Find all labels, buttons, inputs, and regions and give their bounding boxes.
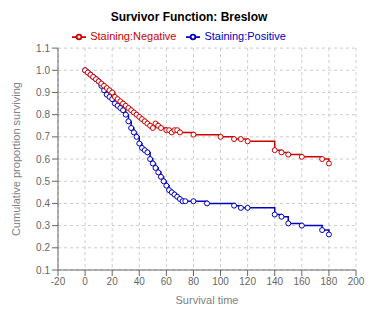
svg-text:0.6: 0.6 (36, 154, 50, 165)
svg-text:140: 140 (266, 276, 283, 287)
svg-text:0.9: 0.9 (36, 87, 50, 98)
svg-text:0.5: 0.5 (36, 176, 50, 187)
svg-text:0.1: 0.1 (36, 265, 50, 276)
svg-text:Survival time: Survival time (176, 294, 239, 306)
html-text:Survivor Function: Breslow: Survivor Function: Breslow (110, 10, 268, 24)
svg-text:0.4: 0.4 (36, 198, 50, 209)
svg-text:0.2: 0.2 (36, 242, 50, 253)
svg-text:120: 120 (239, 276, 256, 287)
svg-text:1.0: 1.0 (36, 65, 50, 76)
svg-text:200: 200 (348, 276, 365, 287)
svg-text:-20: -20 (51, 276, 66, 287)
html-text:Staining:Positive: Staining:Positive (204, 30, 286, 42)
svg-text:Cumulative proportion survivin: Cumulative proportion surviving (10, 82, 22, 236)
svg-text:180: 180 (321, 276, 338, 287)
html-text:Staining:Negative: Staining:Negative (90, 30, 177, 42)
svg-text:0: 0 (82, 276, 88, 287)
svg-text:60: 60 (161, 276, 173, 287)
svg-text:0.7: 0.7 (36, 131, 50, 142)
svg-text:0.3: 0.3 (36, 220, 50, 231)
svg-text:160: 160 (293, 276, 310, 287)
svg-text:80: 80 (188, 276, 200, 287)
svg-text:1.1: 1.1 (36, 43, 50, 54)
svg-text:0.8: 0.8 (36, 109, 50, 120)
svg-text:40: 40 (134, 276, 146, 287)
svg-text:100: 100 (212, 276, 229, 287)
svg-text:20: 20 (107, 276, 119, 287)
